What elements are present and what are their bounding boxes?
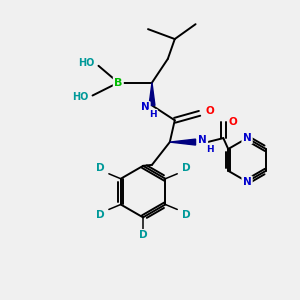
Text: HO: HO xyxy=(73,92,89,103)
Polygon shape xyxy=(170,139,196,145)
Text: O: O xyxy=(229,117,238,127)
Text: HO: HO xyxy=(78,58,95,68)
Polygon shape xyxy=(149,82,155,105)
Text: D: D xyxy=(96,163,104,173)
Text: D: D xyxy=(182,163,190,173)
Text: D: D xyxy=(96,210,104,220)
Text: N: N xyxy=(243,133,251,143)
Text: N: N xyxy=(141,102,149,112)
Text: H: H xyxy=(207,145,214,154)
Text: B: B xyxy=(114,78,122,88)
Text: D: D xyxy=(182,210,190,220)
Text: D: D xyxy=(139,230,147,240)
Text: O: O xyxy=(205,106,214,116)
Text: N: N xyxy=(243,177,251,187)
Text: H: H xyxy=(149,110,157,119)
Text: N: N xyxy=(198,135,207,145)
